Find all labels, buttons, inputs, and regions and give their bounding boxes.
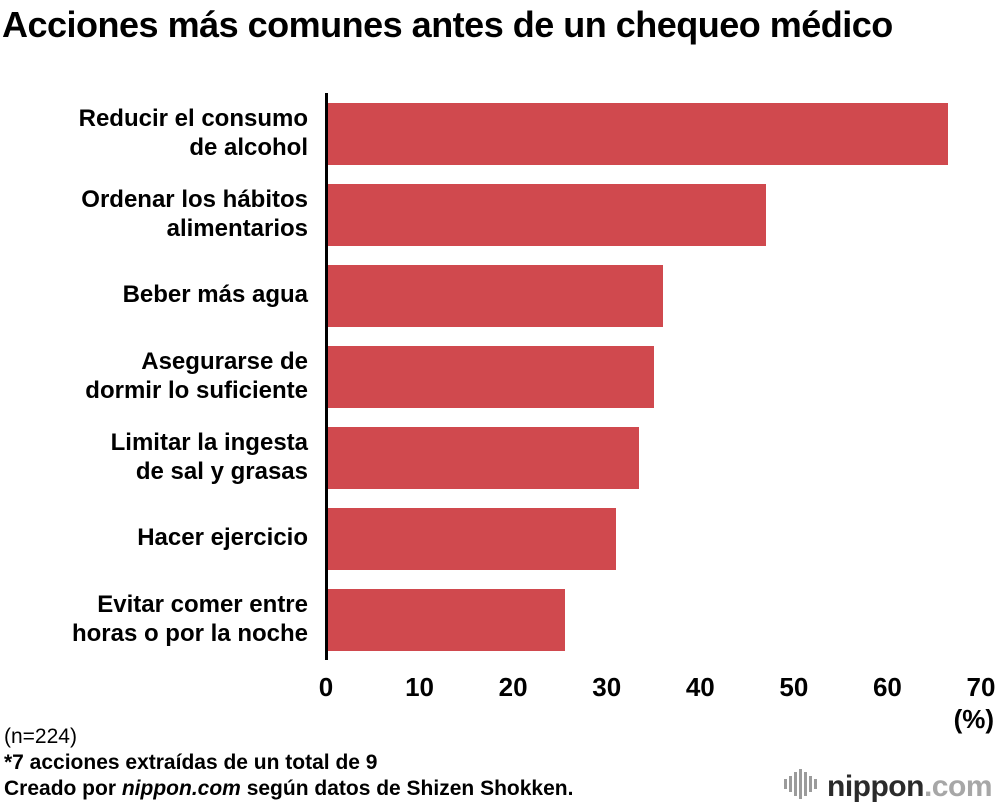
logo-name: nippon <box>827 769 924 803</box>
chart-row: Beber más agua <box>0 255 981 336</box>
chart-row: Evitar comer entre horas o por la noche <box>0 579 981 660</box>
bar <box>326 426 640 489</box>
x-tick-label: 30 <box>592 672 622 702</box>
category-label: Reducir el consumo de alcohol <box>78 105 308 161</box>
x-tick-label: 70 <box>966 672 996 702</box>
logo-tld: .com <box>923 769 993 803</box>
x-tick-label: 20 <box>498 672 528 702</box>
category-label: Asegurarse de dormir lo suficiente <box>85 348 308 404</box>
chart-row: Hacer ejercicio <box>0 498 981 579</box>
footnote-asterisk: *7 acciones extraídas de un total de 9 <box>4 751 378 774</box>
chart-title: Acciones más comunes antes de un chequeo… <box>2 4 893 45</box>
chart-row: Limitar la ingesta de sal y grasas <box>0 417 981 498</box>
bar-track <box>326 426 981 489</box>
x-tick-label: 40 <box>685 672 715 702</box>
category-label: Evitar comer entre horas o por la noche <box>71 591 308 647</box>
credit-site: nippon.com <box>121 777 241 800</box>
bar <box>326 345 654 408</box>
x-axis-unit-label: (%) <box>953 704 994 734</box>
footnotes: (n=224) *7 acciones extraídas de un tota… <box>4 724 573 802</box>
x-axis-ticks: 0 10 20 30 40 50 60 70 <box>319 672 996 704</box>
bar-chart: Reducir el consumo de alcohol Ordenar los… <box>0 93 981 660</box>
bar-rows: Reducir el consumo de alcohol Ordenar los… <box>0 93 981 660</box>
bar-track <box>326 102 981 165</box>
chart-row: Asegurarse de dormir lo suficiente <box>0 336 981 417</box>
bar <box>326 183 766 246</box>
x-tick-label: 60 <box>872 672 902 702</box>
bar <box>326 102 949 165</box>
category-label: Beber más agua <box>122 281 308 309</box>
footnote-credit: Creado por nippon.com según datos de Shi… <box>4 776 573 802</box>
logo-wordmark: nippon.com <box>827 769 993 804</box>
bar <box>326 507 617 570</box>
credit-suffix: según datos de Shizen Shokken. <box>240 777 574 800</box>
y-axis-line <box>325 93 328 660</box>
bar-track <box>326 264 981 327</box>
x-tick-label: 10 <box>405 672 435 702</box>
bar-track <box>326 588 981 651</box>
category-label: Ordenar los hábitos alimentarios <box>81 186 308 242</box>
x-tick-label: 50 <box>779 672 809 702</box>
bar <box>326 264 663 327</box>
bar-track <box>326 345 981 408</box>
waveform-icon <box>784 769 818 804</box>
category-label: Limitar la ingesta de sal y grasas <box>110 429 308 485</box>
bar <box>326 588 565 651</box>
category-label: Hacer ejercicio <box>137 524 308 552</box>
credit-prefix: Creado por <box>4 777 122 800</box>
chart-row: Reducir el consumo de alcohol <box>0 93 981 174</box>
nippon-logo: nippon.com <box>784 769 993 804</box>
bar-track <box>326 507 981 570</box>
bar-track <box>326 183 981 246</box>
chart-row: Ordenar los hábitos alimentarios <box>0 174 981 255</box>
x-tick-label: 0 <box>318 672 334 702</box>
footnote-sample-size: (n=224) <box>4 725 77 748</box>
